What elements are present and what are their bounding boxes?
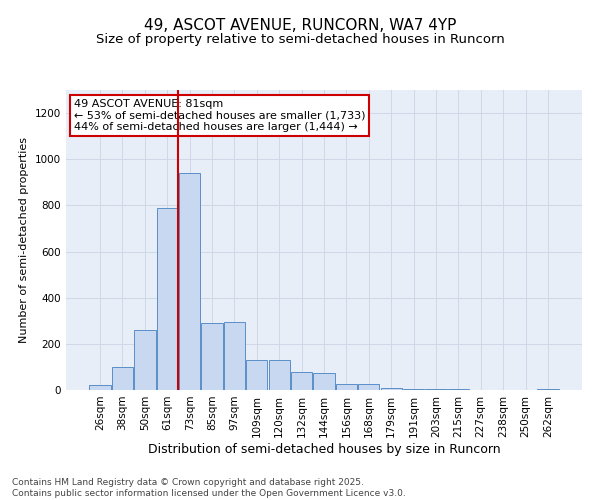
Bar: [291, 372, 312, 390]
Bar: [313, 372, 335, 390]
Text: Size of property relative to semi-detached houses in Runcorn: Size of property relative to semi-detach…: [95, 32, 505, 46]
Bar: [358, 384, 379, 390]
Bar: [246, 360, 268, 390]
Bar: [179, 173, 200, 390]
Y-axis label: Number of semi-detached properties: Number of semi-detached properties: [19, 137, 29, 343]
Bar: [112, 367, 133, 390]
Bar: [448, 389, 469, 390]
Bar: [134, 330, 155, 390]
Bar: [202, 323, 223, 390]
Bar: [224, 322, 245, 390]
Bar: [89, 386, 111, 390]
Bar: [425, 389, 446, 390]
X-axis label: Distribution of semi-detached houses by size in Runcorn: Distribution of semi-detached houses by …: [148, 442, 500, 456]
Bar: [269, 360, 290, 390]
Bar: [537, 389, 559, 390]
Bar: [403, 389, 424, 390]
Bar: [380, 388, 402, 390]
Bar: [157, 208, 178, 390]
Bar: [336, 384, 357, 390]
Text: Contains HM Land Registry data © Crown copyright and database right 2025.
Contai: Contains HM Land Registry data © Crown c…: [12, 478, 406, 498]
Text: 49, ASCOT AVENUE, RUNCORN, WA7 4YP: 49, ASCOT AVENUE, RUNCORN, WA7 4YP: [144, 18, 456, 32]
Text: 49 ASCOT AVENUE: 81sqm
← 53% of semi-detached houses are smaller (1,733)
44% of : 49 ASCOT AVENUE: 81sqm ← 53% of semi-det…: [74, 99, 365, 132]
